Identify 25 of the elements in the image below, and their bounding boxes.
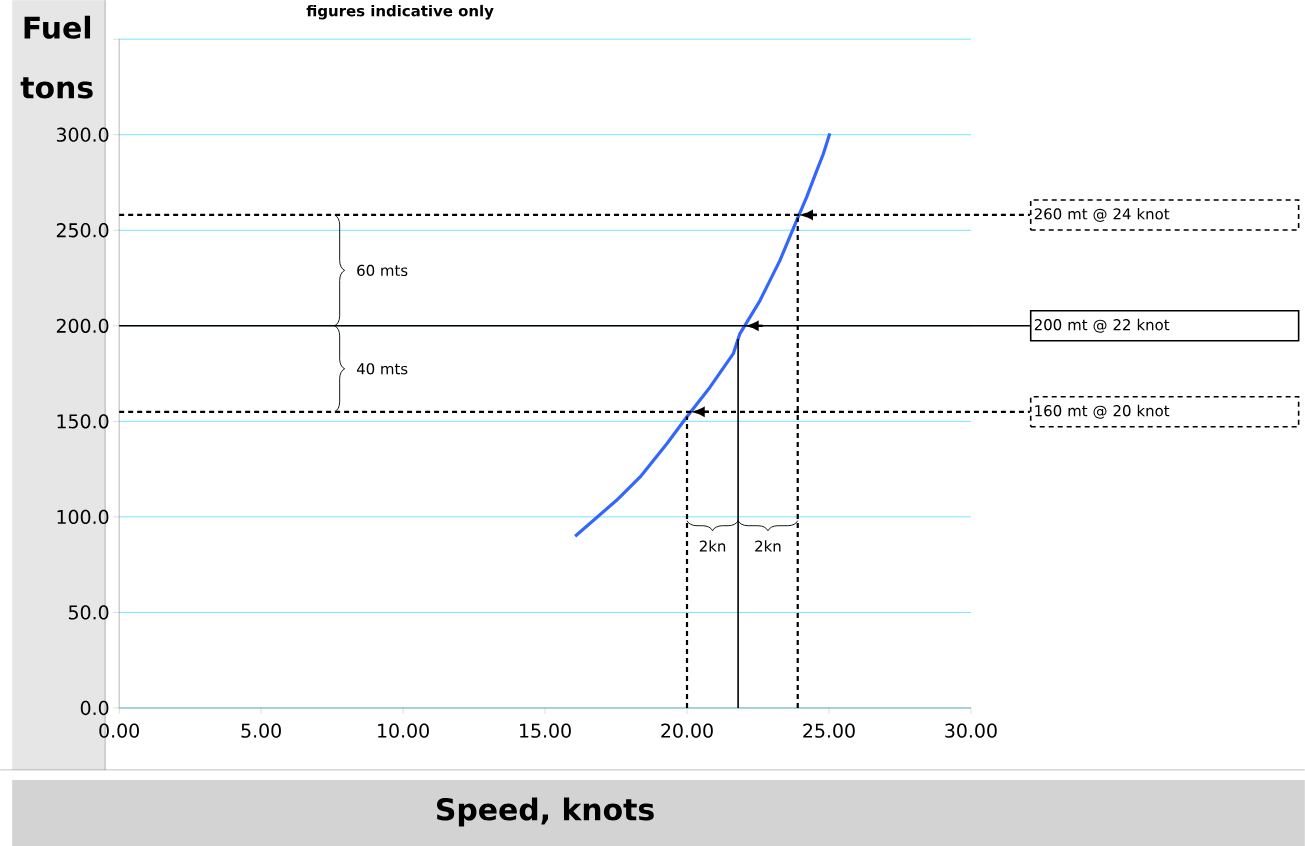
x-tick-label: 10.00	[378, 723, 429, 738]
y-tick-label: 150.0	[57, 414, 109, 429]
y-tick-label: 0.0	[80, 700, 109, 716]
ref-line-label: 260 mt @ 24 knot	[1034, 208, 1170, 222]
x-tick-label: 30.00	[945, 723, 997, 738]
y-tick-label: 200.0	[56, 318, 109, 333]
y-tick-label: 50.0	[68, 605, 109, 620]
y-tick-label: 100.0	[57, 509, 109, 525]
line-series	[573, 131, 832, 538]
x-tick-label: 20.00	[661, 723, 713, 738]
annotation: 40 mts	[356, 363, 408, 375]
x-tick-label: 25.00	[803, 723, 855, 738]
ref-line-label: 200 mt @ 22 knot	[1034, 318, 1170, 333]
x-tick-label: 5.00	[241, 723, 281, 738]
x-tick-label: 15.00	[520, 723, 571, 738]
annotation: 2kn	[699, 540, 726, 552]
chart-title: figures indicative only	[306, 4, 494, 20]
text: Fuel tons	[20, 15, 93, 99]
annotation: 60 mts	[357, 264, 408, 277]
y-tick-label: 250.0	[56, 223, 109, 238]
y-tick-label: 300.0	[56, 127, 109, 142]
ref-line-label: 160 mt @ 20 knot	[1035, 404, 1170, 419]
x-axis-title: Speed, knots	[437, 797, 654, 827]
annotation: 2kn	[755, 540, 781, 552]
x-tick-label: 0.00	[99, 723, 139, 738]
